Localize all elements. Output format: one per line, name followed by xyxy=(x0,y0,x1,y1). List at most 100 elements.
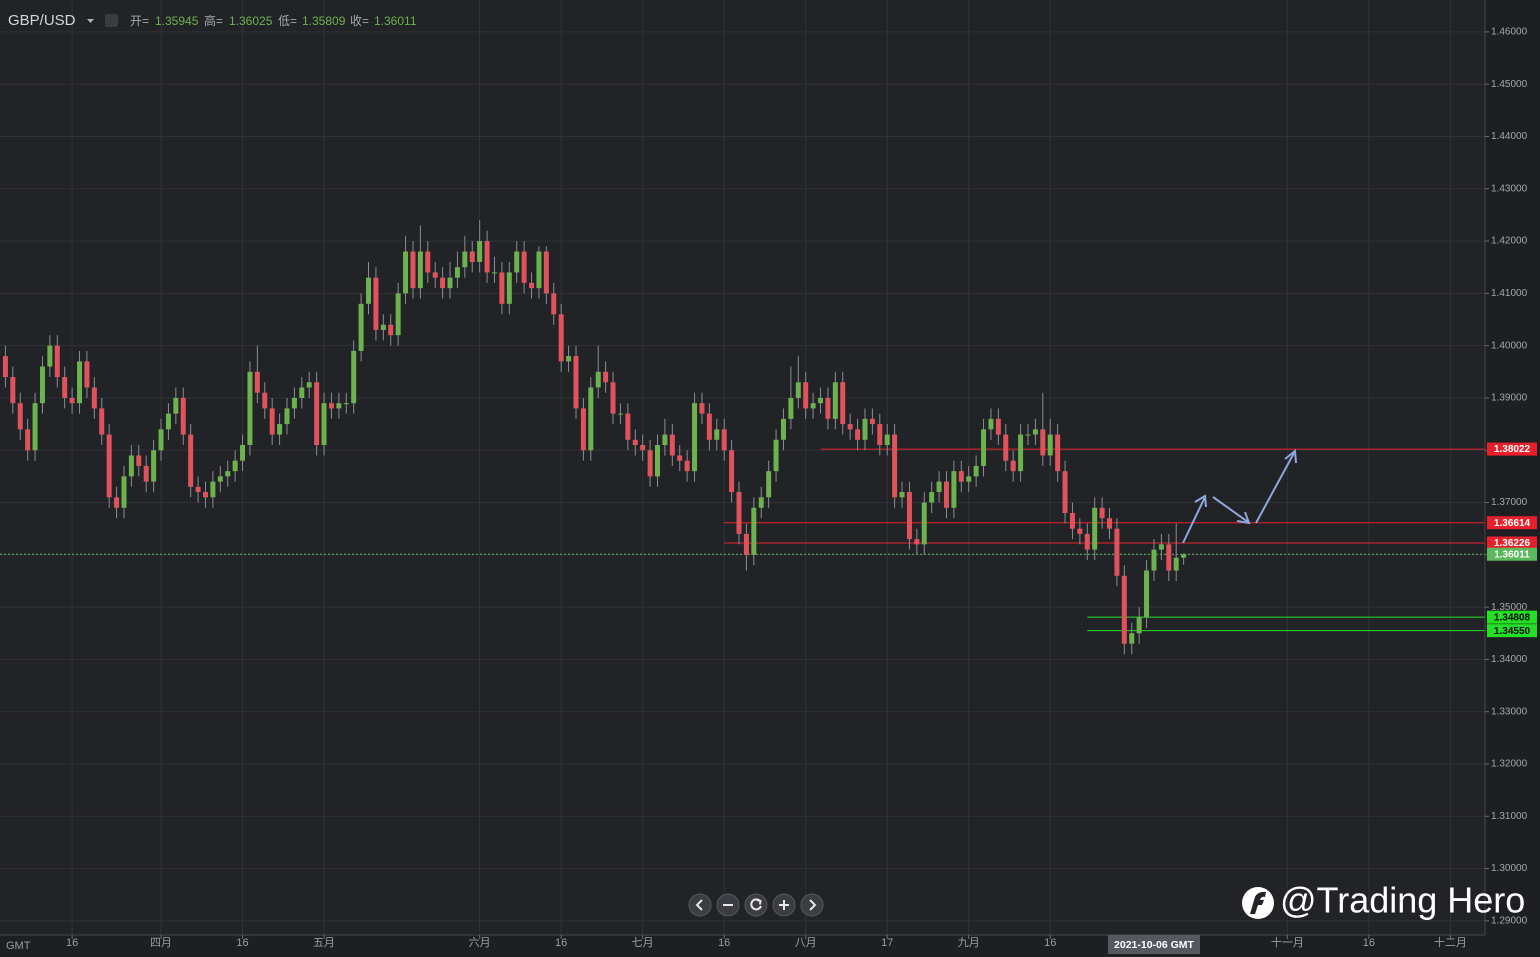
candle-body xyxy=(640,445,646,451)
reset-button[interactable] xyxy=(744,893,768,917)
candle-body xyxy=(981,429,987,466)
settings-icon[interactable] xyxy=(105,14,118,27)
nav-icons xyxy=(695,898,817,911)
candle-body xyxy=(1010,460,1016,472)
candle-body xyxy=(1025,434,1031,436)
candle-body xyxy=(121,476,127,508)
price-level-box xyxy=(1487,516,1537,530)
candle-body xyxy=(677,455,683,461)
candle-body xyxy=(128,455,134,477)
candle-body xyxy=(1121,575,1127,644)
y-tick-label: 1.30000 xyxy=(1491,863,1528,874)
candle-body xyxy=(491,272,497,274)
candle-body xyxy=(751,507,757,555)
candle-body xyxy=(877,424,883,446)
candle-body xyxy=(114,497,120,508)
candle-body xyxy=(943,481,949,508)
candle-body xyxy=(77,361,83,404)
candle-body xyxy=(973,465,979,477)
high-value: 1.36025 xyxy=(229,14,273,28)
candle-body xyxy=(669,434,675,456)
symbol[interactable]: GBP/USD xyxy=(8,12,76,29)
scroll-right-button[interactable] xyxy=(800,893,824,917)
x-tick-label: 16 xyxy=(555,937,567,949)
candle-body xyxy=(692,403,698,472)
candle-body xyxy=(366,277,372,304)
candle-body xyxy=(536,251,542,289)
candle-body xyxy=(106,434,112,498)
candle-body xyxy=(810,403,816,409)
candle-body xyxy=(1032,429,1038,435)
symbol-dropdown[interactable] xyxy=(87,19,94,23)
candle-body xyxy=(1018,434,1024,472)
candle-body xyxy=(225,471,231,477)
open-value: 1.35945 xyxy=(155,14,199,28)
candle-body xyxy=(788,397,794,419)
y-tick-label: 1.34000 xyxy=(1491,654,1528,665)
candle-body xyxy=(321,403,327,446)
candle-body xyxy=(951,471,957,508)
candle-body xyxy=(1055,434,1061,472)
candle-body xyxy=(151,450,157,482)
candle-body xyxy=(529,282,535,289)
candle-body xyxy=(1084,533,1090,550)
candle-body xyxy=(1129,633,1135,644)
candle-body xyxy=(773,439,779,472)
candle-body xyxy=(417,251,423,289)
candle-body xyxy=(899,492,905,498)
candle-body xyxy=(780,418,786,440)
candle-body xyxy=(558,314,564,362)
y-tick-label: 1.42000 xyxy=(1491,236,1528,247)
candle-body xyxy=(195,486,201,493)
y-tick-label: 1.29000 xyxy=(1491,916,1528,927)
candle-body xyxy=(254,371,260,393)
candle-body xyxy=(795,382,801,398)
scroll-left-button[interactable] xyxy=(688,893,712,917)
candle-body xyxy=(721,429,727,451)
x-tick-label: 16 xyxy=(1363,937,1375,949)
candle-body xyxy=(284,408,290,425)
candle-body xyxy=(988,418,994,430)
candle-body xyxy=(477,241,483,262)
low-label: 低= xyxy=(278,14,297,28)
candle-body xyxy=(892,434,898,498)
candle-body xyxy=(143,465,149,482)
candle-body xyxy=(277,424,283,435)
y-tick-label: 1.32000 xyxy=(1491,759,1528,770)
candle-body xyxy=(625,413,631,440)
candle-body xyxy=(647,450,653,477)
price-level-box xyxy=(1487,442,1537,456)
x-tick-label: 四月 xyxy=(150,937,172,949)
projection-arrows xyxy=(1182,449,1297,544)
candle-body xyxy=(410,251,416,289)
candle-body xyxy=(684,460,690,472)
candle-body xyxy=(447,277,453,289)
close-value: 1.36011 xyxy=(374,14,417,28)
y-tick-label: 1.45000 xyxy=(1491,79,1528,90)
candle-body xyxy=(966,476,972,482)
candle-body xyxy=(825,397,831,419)
candle-body xyxy=(165,413,171,430)
y-tick-label: 1.37000 xyxy=(1491,497,1528,508)
x-tick-label: 十一月 xyxy=(1271,935,1304,949)
close-label: 收= xyxy=(350,14,369,28)
time-zone: GMT xyxy=(6,940,31,952)
candle-body xyxy=(328,403,334,409)
y-tick-label: 1.41000 xyxy=(1491,288,1528,299)
candle-body xyxy=(855,429,861,440)
candle-body xyxy=(1099,507,1105,519)
candle-body xyxy=(884,434,890,446)
candle-body xyxy=(603,371,609,383)
candle-body xyxy=(1003,434,1009,461)
candle-body xyxy=(1114,528,1120,576)
candle-body xyxy=(247,371,253,446)
candle-body xyxy=(232,460,238,472)
candle-body xyxy=(521,251,527,283)
candle-body xyxy=(306,382,312,388)
watermark-logo xyxy=(1242,887,1274,919)
candle-body xyxy=(388,324,394,336)
price-level-box xyxy=(1487,610,1537,624)
candle-body xyxy=(62,377,68,398)
candle-body xyxy=(514,251,520,273)
